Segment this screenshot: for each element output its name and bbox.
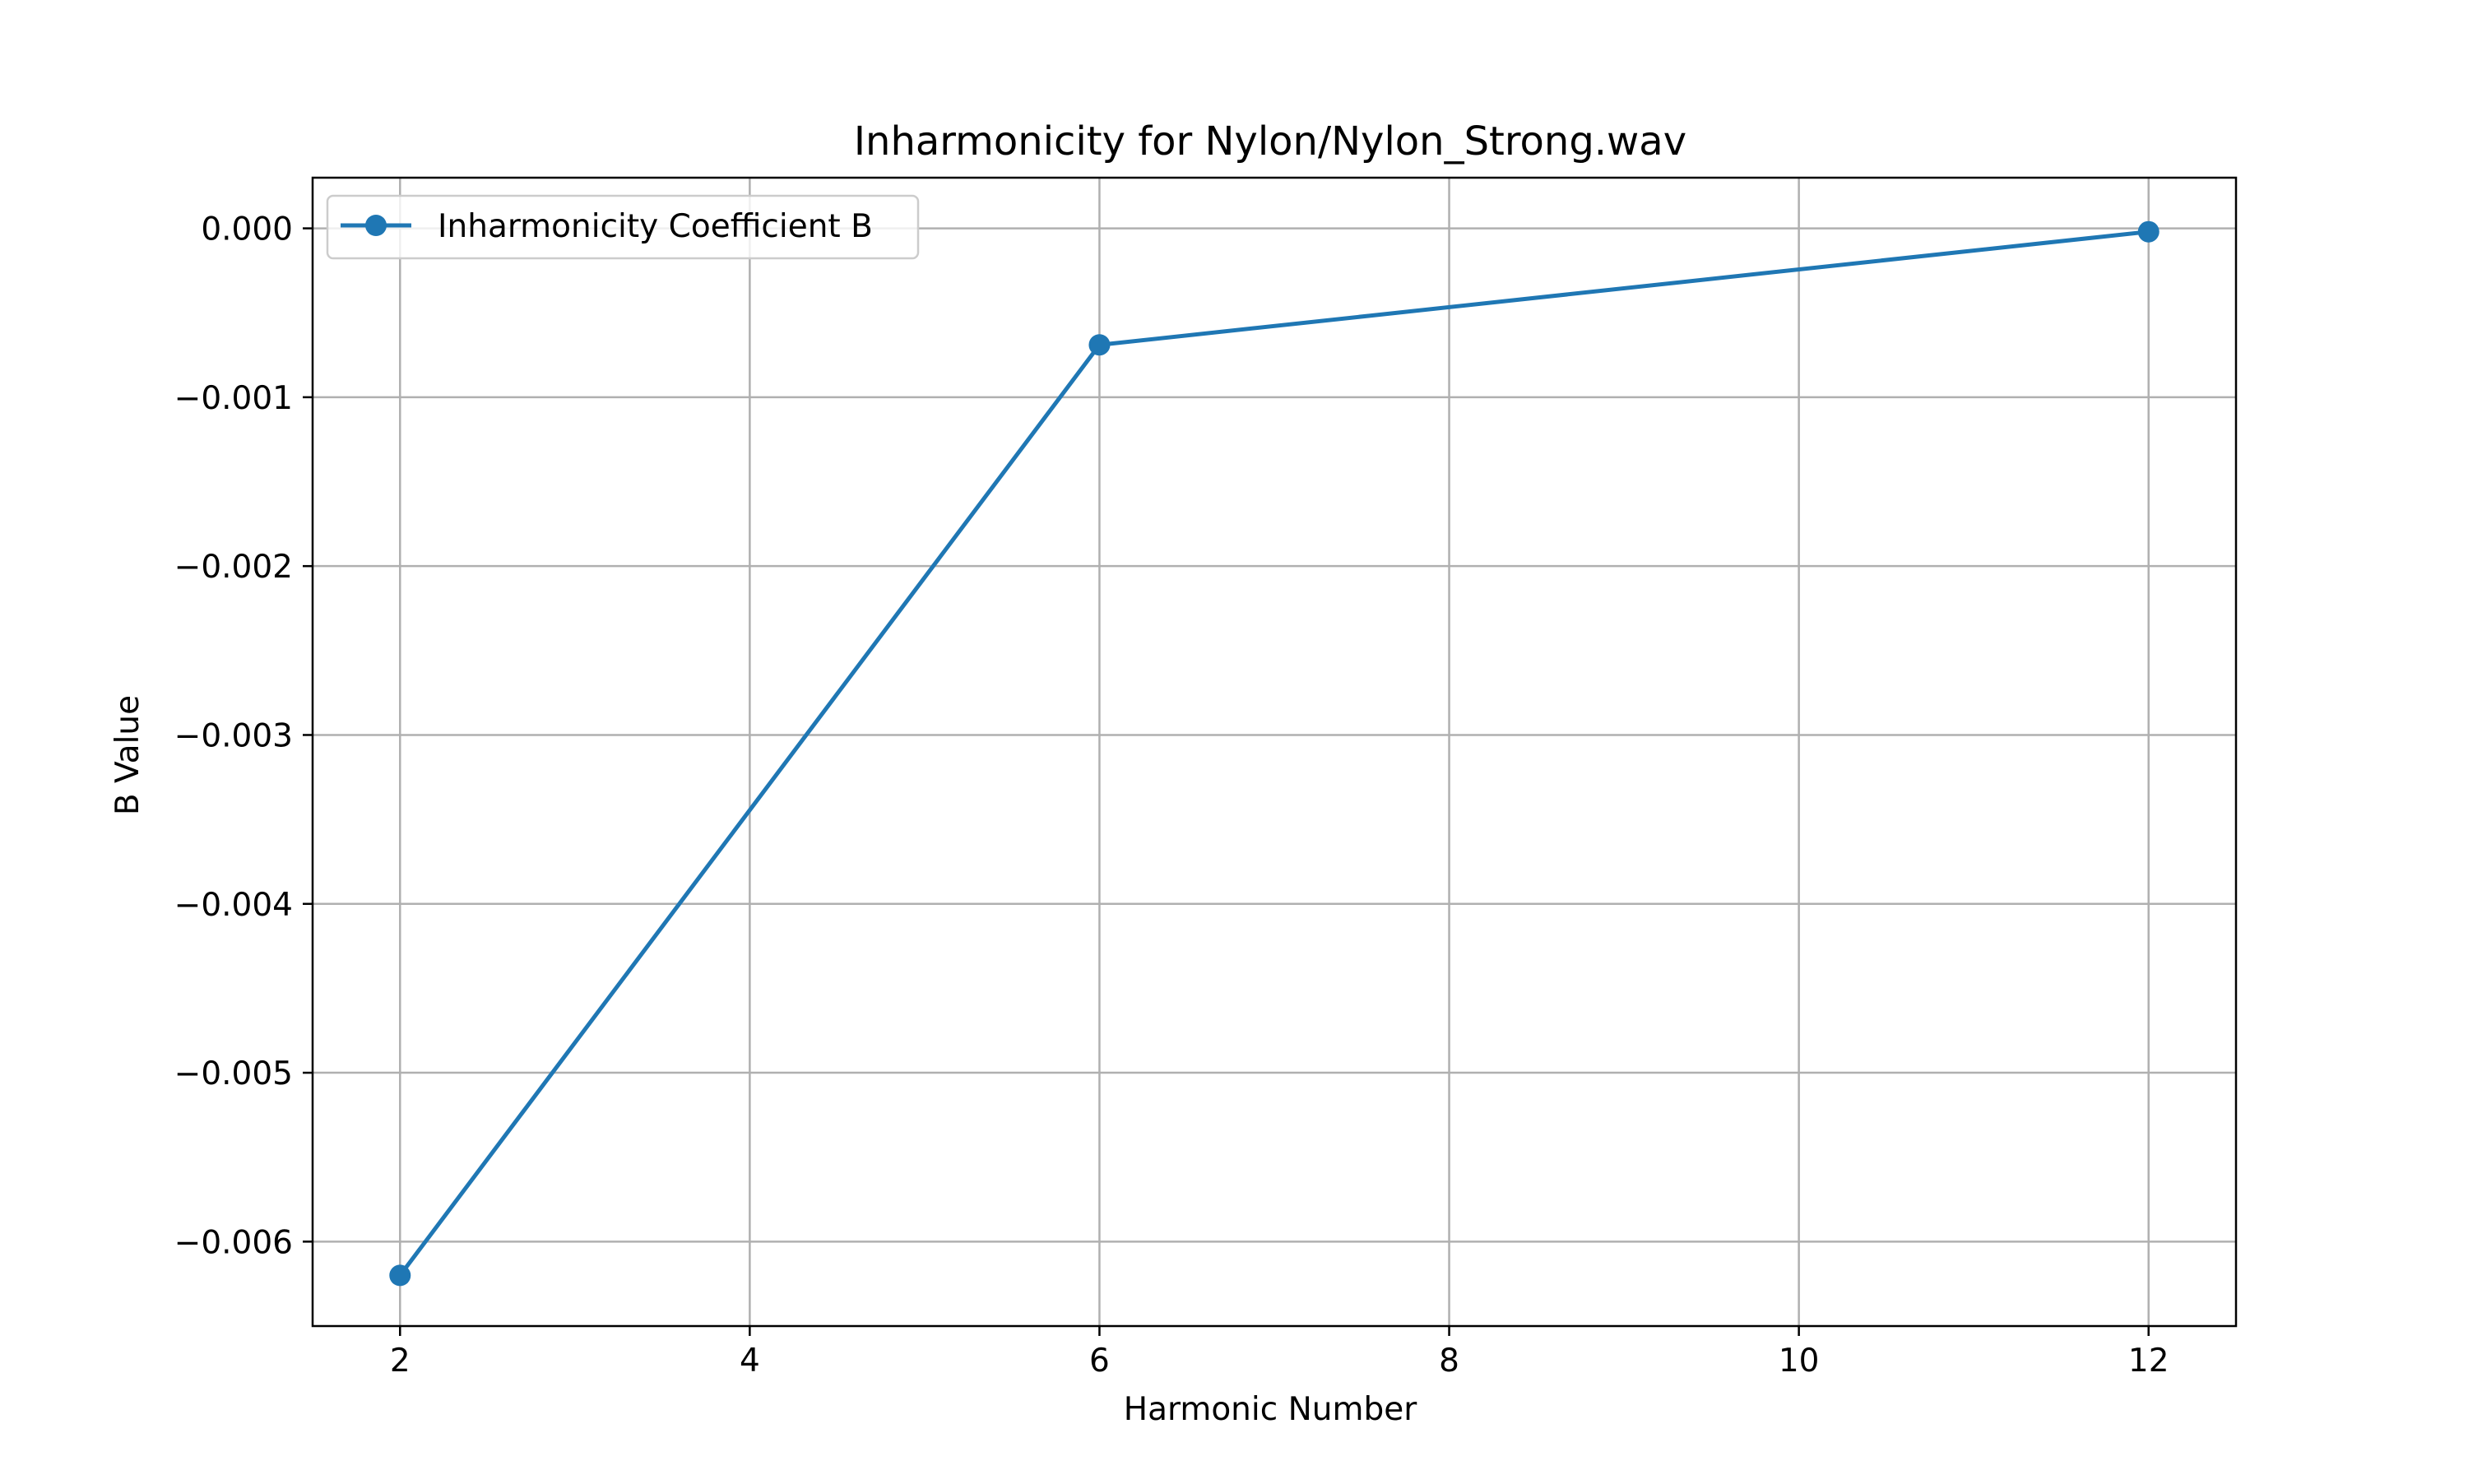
data-point — [389, 1264, 411, 1287]
y-tick-label: −0.004 — [174, 887, 293, 924]
x-tick-label: 6 — [1089, 1343, 1110, 1380]
y-tick-label: −0.006 — [174, 1224, 293, 1261]
x-tick-label: 10 — [1779, 1343, 1820, 1380]
axes-frame — [311, 176, 2238, 1328]
x-axis-label: Harmonic Number — [1124, 1391, 1417, 1428]
y-tick-label: −0.003 — [174, 717, 293, 754]
series-layer — [389, 220, 2160, 1287]
y-axis-label: B Value — [109, 695, 146, 815]
y-tick-label: −0.002 — [174, 549, 293, 586]
y-axis-ticks: 0.000 −0.001 −0.002 −0.003 −0.004 −0.005 −0.00… — [174, 211, 313, 1261]
legend-box — [326, 194, 920, 260]
y-tick-label: 0.000 — [201, 211, 293, 248]
data-point — [1088, 334, 1111, 356]
legend: Inharmonicity Coefficient B — [326, 194, 920, 260]
legend-marker-swatch — [365, 215, 387, 236]
data-point — [2137, 220, 2160, 243]
x-axis-ticks: 2 4 6 8 10 12 — [390, 1326, 2169, 1380]
legend-label: Inharmonicity Coefficient B — [438, 208, 873, 245]
y-tick-label: −0.001 — [174, 380, 293, 417]
x-tick-label: 4 — [740, 1343, 760, 1380]
x-tick-label: 12 — [2128, 1343, 2169, 1380]
x-tick-label: 2 — [390, 1343, 411, 1380]
y-tick-label: −0.005 — [174, 1055, 293, 1092]
grid — [313, 178, 2236, 1326]
chart-title: Inharmonicity for Nylon/Nylon_Strong.wav — [854, 118, 1686, 165]
x-tick-label: 8 — [1439, 1343, 1459, 1380]
